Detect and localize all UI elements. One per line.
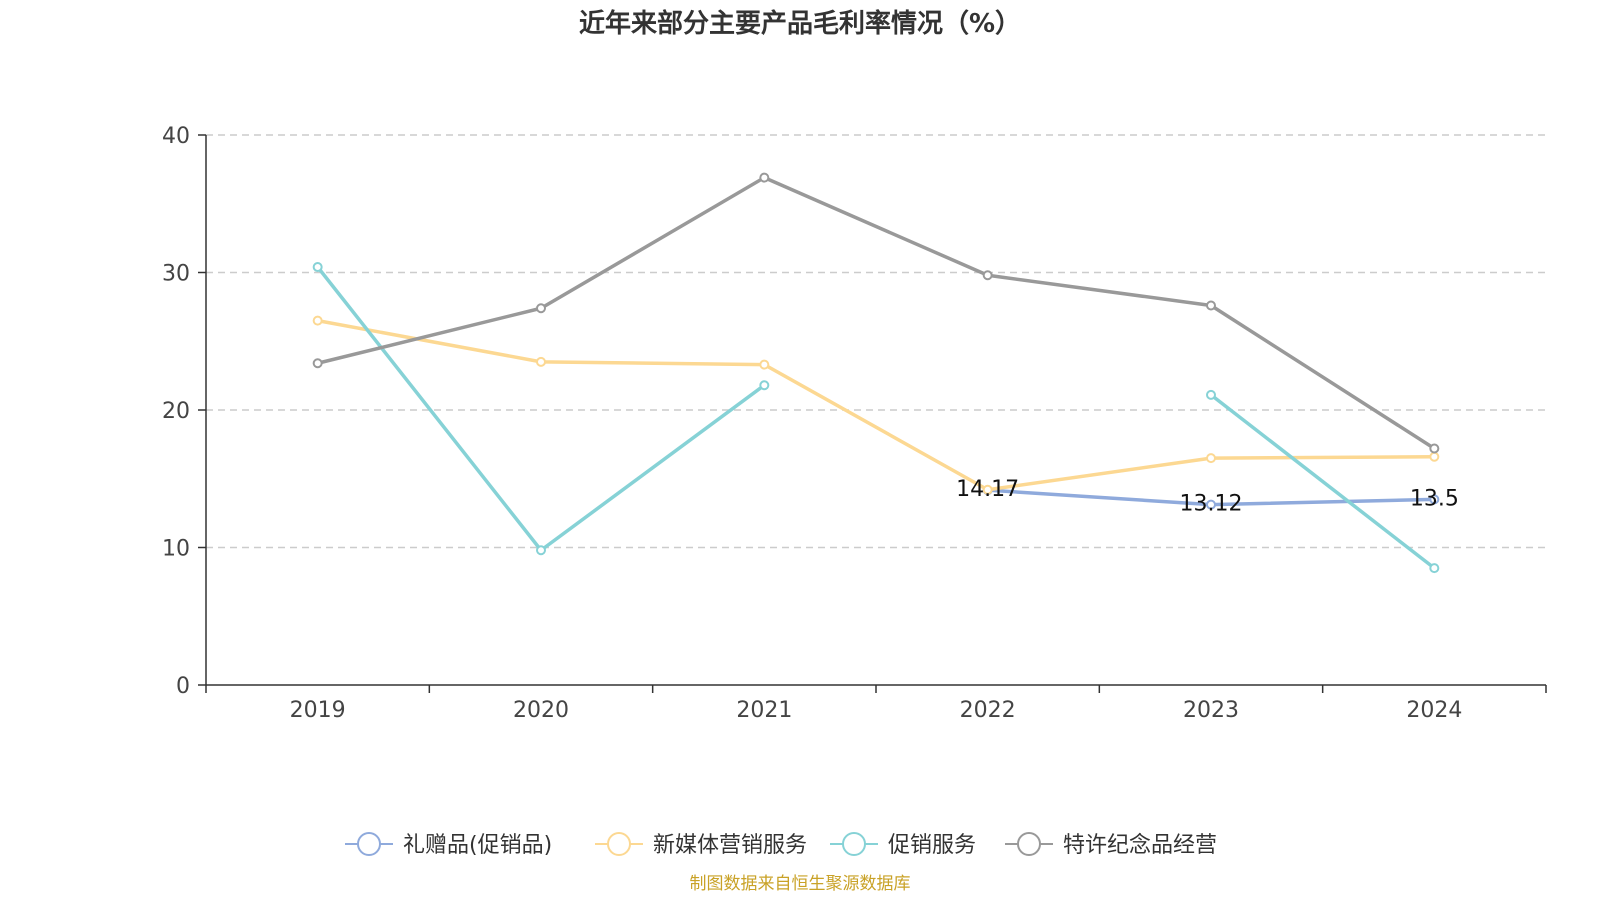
data-label: 13.12 [1180, 492, 1243, 517]
legend-marker [607, 832, 631, 856]
data-point [1429, 563, 1440, 574]
legend-label: 特许纪念品经营 [1063, 833, 1217, 858]
x-tick-label: 2023 [1183, 698, 1239, 723]
legend-label: 新媒体营销服务 [653, 833, 807, 858]
y-tick-label: 10 [162, 537, 190, 562]
data-point [1206, 389, 1216, 400]
data-point [759, 359, 770, 370]
y-tick-label: 30 [162, 262, 190, 287]
legend-marker [842, 832, 866, 856]
data-point [312, 358, 323, 369]
legend-label: 促销服务 [888, 833, 976, 858]
y-tick-label: 40 [162, 124, 190, 149]
data-point [759, 172, 770, 183]
data-label: 14.17 [956, 477, 1019, 502]
x-tick-label: 2020 [513, 698, 569, 723]
series-line-1 [317, 318, 1435, 492]
data-point [1206, 453, 1216, 464]
legend-marker [357, 832, 381, 856]
x-tick-label: 2024 [1406, 698, 1462, 723]
y-tick-label: 20 [162, 399, 190, 424]
data-point [1206, 300, 1216, 311]
data-labels: 14.17 13.12 13.5 [956, 477, 1459, 516]
data-point [312, 315, 323, 326]
x-tick-label: 2019 [290, 698, 346, 723]
series-line-3 [317, 175, 1436, 450]
data-point [536, 545, 546, 556]
data-label: 13.5 [1410, 486, 1459, 511]
legend-label: 礼赠品(促销品) [403, 833, 552, 858]
chart-title: 近年来部分主要产品毛利率情况（%） [579, 8, 1021, 39]
gridlines [206, 134, 1546, 549]
data-point [312, 262, 323, 272]
series-line-2 [1209, 393, 1436, 570]
x-tick-label: 2022 [960, 698, 1016, 723]
axes: 0 10 20 30 40 2019 2020 2021 2022 2023 2024 [162, 124, 1547, 723]
data-point [536, 303, 546, 314]
x-tick-label: 2021 [736, 698, 792, 723]
data-point [982, 484, 993, 495]
y-tick-label: 0 [176, 674, 190, 699]
data-point [759, 380, 770, 391]
series-layer [312, 172, 1440, 574]
legend: 礼赠品(促销品) 新媒体营销服务 促销服务 特许纪念品经营 [345, 832, 1217, 858]
legend-marker [1017, 832, 1041, 856]
data-point [1206, 499, 1216, 510]
data-point [536, 356, 546, 367]
data-point [982, 270, 993, 281]
source-note: 制图数据来自恒生聚源数据库 [690, 874, 911, 894]
data-point [1429, 451, 1440, 462]
data-point [1429, 443, 1440, 454]
data-point [1429, 494, 1440, 505]
